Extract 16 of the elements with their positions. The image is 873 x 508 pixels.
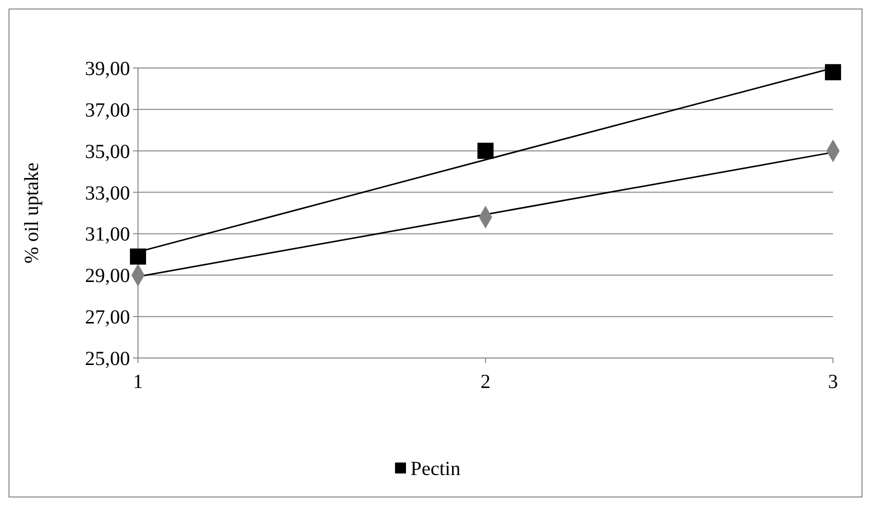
x-tick-label: 3: [828, 371, 838, 393]
y-tick-label: 27,00: [85, 306, 130, 329]
point: [130, 248, 146, 265]
y-tick-label: 33,00: [85, 182, 130, 204]
y-tick-label: 37,00: [85, 99, 130, 122]
y-axis-title: % oil uptake: [21, 162, 43, 264]
y-tick-label: 39,00: [85, 58, 130, 80]
y-tick-label: 29,00: [85, 265, 130, 288]
point: [477, 142, 494, 159]
legend-label: Pectin: [410, 458, 460, 480]
y-tick-label: 35,00: [85, 140, 130, 163]
x-tick-label: 1: [133, 371, 143, 393]
x-tick-label: 2: [480, 371, 490, 393]
y-tick-label: 25,00: [85, 348, 130, 370]
point: [824, 64, 842, 80]
y-tick-label: 31,00: [85, 224, 130, 246]
